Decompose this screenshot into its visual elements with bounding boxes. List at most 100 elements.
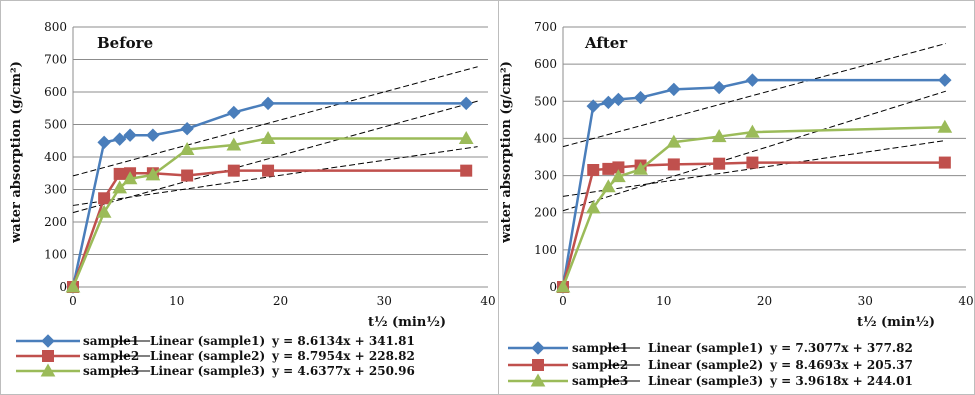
x-tick-label: 10 (169, 294, 184, 308)
x-axis-title: t½ (min½) (368, 315, 446, 330)
data-point-sample2 (587, 164, 600, 176)
y-tick-label: 0 (549, 280, 557, 294)
y-tick-label: 100 (44, 248, 67, 262)
before-chart-panel: 0 100 200 300 400 500 600 700 800 0 10 20 30 40 Before… (9, 20, 496, 378)
data-point-sample3 (611, 169, 626, 183)
trendline-1 (562, 43, 946, 148)
legend-marker-sample1 (41, 334, 55, 348)
x-tick-label: 30 (858, 294, 873, 308)
data-point-sample3 (112, 180, 128, 194)
legend-marker-sample2 (42, 350, 54, 362)
data-point-sample2 (113, 167, 126, 180)
x-tick-label: 20 (757, 294, 772, 308)
x-tick-label: 10 (656, 294, 671, 308)
data-point-sample2 (181, 169, 194, 182)
data-point-sample1 (712, 80, 726, 95)
x-tick-label: 20 (273, 294, 288, 308)
y-tick-label: 200 (44, 215, 67, 229)
data-point-sample3 (226, 137, 242, 151)
data-point-sample3 (260, 130, 276, 144)
legend-trend-equation: y = 8.6134x + 341.81 (271, 334, 415, 348)
legend-trend-label: Linear (sample2) (150, 349, 265, 363)
data-point-sample1 (146, 128, 160, 142)
data-point-sample3 (458, 130, 474, 144)
data-point-sample3 (122, 171, 138, 185)
y-axis-title: water absorption (g/cm²) (499, 61, 514, 244)
legend-marker-sample2 (532, 359, 544, 371)
legend-marker-sample1 (531, 341, 545, 355)
data-point-sample1 (586, 99, 600, 113)
x-tick-label: 0 (559, 294, 567, 308)
legend-trend-label: Linear (sample2) (648, 358, 763, 372)
data-point-sample2 (746, 156, 759, 169)
data-point-sample2 (713, 157, 726, 170)
legend-label-sample1: sample1 (572, 341, 628, 355)
data-point-sample3 (179, 142, 195, 156)
data-point-sample1 (227, 105, 241, 120)
data-point-sample3 (711, 129, 727, 143)
y-tick-label: 600 (44, 85, 67, 99)
data-point-sample1 (633, 90, 648, 105)
legend-label-sample2: sample2 (83, 349, 139, 363)
legend-trend-equation: y = 8.4693x + 205.37 (769, 358, 913, 372)
y-tick-label: 0 (59, 280, 67, 294)
y-tick-label: 700 (44, 53, 67, 67)
data-point-sample1 (112, 132, 127, 146)
data-point-sample1 (261, 96, 275, 111)
x-tick-label: 40 (958, 294, 973, 308)
data-point-sample2 (98, 192, 111, 205)
legend-trend-label: Linear (sample1) (648, 341, 763, 355)
y-tick-label: 700 (534, 20, 557, 34)
y-tick-label: 400 (44, 150, 67, 164)
y-tick-label: 300 (44, 183, 67, 197)
legend-label-sample2: sample2 (572, 358, 628, 372)
y-tick-label: 500 (44, 118, 67, 132)
legend-trend-equation: y = 7.3077x + 377.82 (769, 341, 913, 355)
y-tick-label: 300 (534, 169, 557, 183)
data-point-sample3 (65, 279, 81, 293)
legend-trend-label: Linear (sample1) (150, 334, 265, 348)
legend-trend-label: Linear (sample3) (150, 364, 265, 378)
y-tick-label: 400 (534, 131, 557, 145)
data-point-sample2 (460, 164, 473, 177)
trendline-2 (72, 100, 478, 214)
data-point-sample1 (180, 122, 194, 136)
y-tick-label: 800 (44, 20, 67, 34)
chart-title: After (584, 34, 628, 52)
trendline-2 (562, 90, 946, 212)
data-point-sample2 (262, 164, 275, 177)
after-chart-panel: 0 100 200 300 400 500 600 700 0 10 20 30 40 After wate… (499, 20, 974, 388)
data-point-sample3 (600, 179, 616, 193)
data-point-sample3 (745, 124, 760, 138)
data-point-sample1 (123, 128, 137, 142)
legend-trend-equation: y = 3.9618x + 244.01 (769, 374, 913, 388)
data-point-sample1 (667, 82, 681, 97)
data-point-sample2 (227, 164, 240, 177)
x-axis-title: t½ (min½) (857, 315, 935, 330)
data-point-sample1 (459, 96, 473, 111)
data-point-sample1 (938, 73, 952, 87)
data-point-sample3 (555, 279, 571, 293)
series-line-sample1 (561, 78, 945, 288)
x-tick-label: 0 (69, 294, 77, 308)
series-line-sample2 (71, 169, 467, 288)
x-tick-label: 40 (480, 294, 495, 308)
x-tick-label: 30 (377, 294, 392, 308)
chart-title: Before (97, 34, 153, 52)
data-point-sample3 (666, 134, 682, 148)
data-point-sample3 (937, 119, 953, 133)
data-point-sample3 (633, 161, 648, 175)
data-point-sample2 (938, 156, 951, 169)
y-tick-label: 500 (534, 94, 557, 108)
legend-label-sample1: sample1 (83, 334, 139, 348)
data-point-sample3 (145, 167, 161, 181)
data-point-sample2 (667, 158, 680, 171)
legend-label-sample3: sample3 (572, 374, 628, 388)
legend-trend-equation: y = 4.6377x + 250.96 (271, 364, 415, 378)
data-point-sample3 (585, 200, 601, 214)
data-point-sample1 (97, 135, 111, 150)
data-point-sample3 (96, 204, 112, 218)
y-tick-label: 600 (534, 57, 557, 71)
legend-marker-sample3 (530, 373, 546, 387)
